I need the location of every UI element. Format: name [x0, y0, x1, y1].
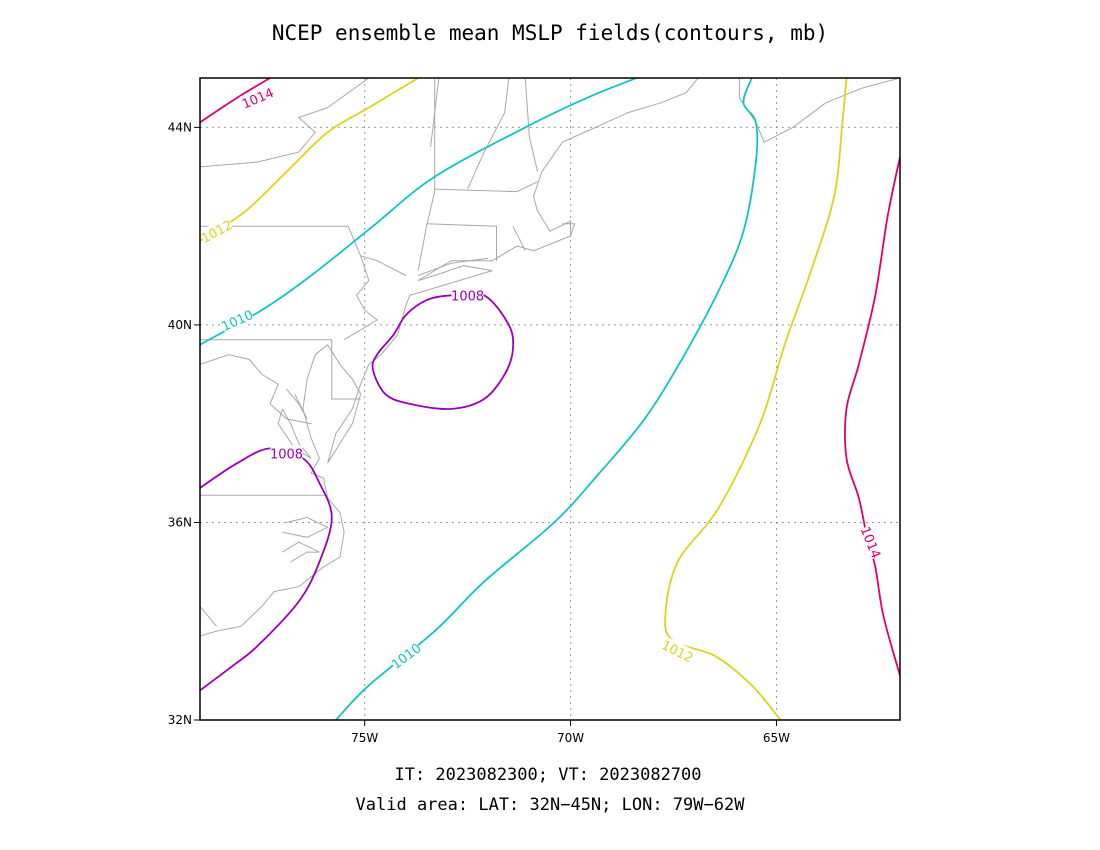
lat-tick-label: 44N: [168, 120, 192, 134]
contour-label-1014: 1014: [239, 84, 276, 113]
lon-tick-label: 70W: [557, 731, 584, 745]
coastline-segment: [426, 223, 497, 261]
coastline-segment: [200, 606, 217, 627]
coastline-segment: [282, 541, 320, 563]
contour-label-1008: 1008: [451, 287, 484, 304]
contour-label-text: 1008: [451, 289, 484, 304]
coastline-segment: [277, 408, 312, 459]
contour-label-gap: [451, 287, 484, 304]
coastline-segment: [327, 78, 370, 109]
footer-times: IT: 2023082300; VT: 2023082700: [394, 765, 701, 785]
map-title: NCEP ensemble mean MSLP fields(contours,…: [272, 21, 828, 45]
lat-tick-label: 36N: [168, 515, 192, 529]
coastline-segment: [738, 78, 900, 143]
contour-label-gap: [388, 639, 424, 672]
mslp-contours: [200, 78, 900, 720]
contour-1008: [371, 292, 515, 410]
contour-label-gap: [857, 524, 885, 561]
contour-label-gap: [198, 216, 235, 246]
map-frame: [199, 77, 901, 721]
contour-1012: [664, 78, 848, 720]
contour-1012: [200, 78, 419, 242]
coastline-segment: [562, 223, 576, 237]
contour-label-gap: [270, 445, 303, 462]
contour-label-text: 1008: [270, 447, 303, 462]
contour-1014: [200, 78, 271, 124]
contour-1008: [200, 447, 333, 692]
lat-tick-label: 40N: [168, 318, 192, 332]
contour-1010: [335, 78, 759, 720]
contour-label-gap: [659, 636, 696, 666]
contour-1014: [844, 156, 900, 676]
coastline-segment: [512, 225, 526, 252]
coastline-segment: [661, 78, 663, 79]
lon-tick-label: 75W: [351, 731, 378, 745]
coastline-segment: [430, 78, 440, 148]
contour-label-1010: 1010: [219, 306, 256, 335]
contour-label-1012: 1012: [198, 216, 235, 247]
coastline-segment: [347, 226, 407, 276]
coastline-segment: [467, 78, 510, 190]
contour-label-gap: [239, 84, 276, 112]
footer-area: Valid area: LAT: 32N−45N; LON: 79W−62W: [356, 795, 746, 815]
coastline-segment: [418, 257, 489, 276]
contour-label-1014: 1014: [857, 524, 885, 561]
contour-label-gap: [219, 306, 255, 334]
coastline-segment: [343, 255, 378, 341]
contour-label-1012: 1012: [659, 636, 696, 666]
lat-tick-label: 32N: [168, 713, 192, 727]
coastline-segment: [417, 78, 436, 271]
coastline-segment: [200, 107, 328, 168]
lon-tick-label: 65W: [763, 731, 790, 745]
coastline-segment: [286, 388, 308, 420]
coastline-segment: [282, 516, 329, 538]
coastline-segment: [524, 78, 539, 172]
coastline-segment: [200, 78, 699, 637]
contour-label-1008: 1008: [270, 445, 303, 462]
contour-1010: [200, 78, 637, 346]
coastline-segment: [331, 339, 361, 400]
coastline-segment: [434, 181, 538, 193]
coastline-segment: [200, 354, 312, 425]
axis-ticks: 75W 70W 65W 32N 36N 40N 44N: [168, 120, 790, 745]
graticule: [200, 78, 900, 720]
